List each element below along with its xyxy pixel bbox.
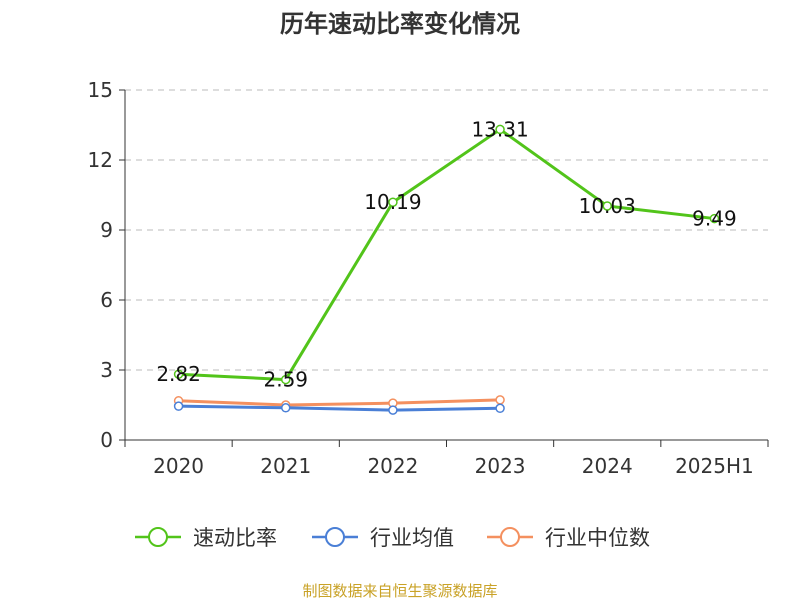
y-tick-label: 9 [100,218,113,242]
data-point [602,201,612,211]
x-axis: 2020 2021 2022 2023 2024 2025H1 [124,439,769,478]
data-label: 9.49 [692,207,737,231]
x-tick-label: 2020 [153,454,204,478]
legend: 速动比率 行业均值 行业中位数 [135,526,650,550]
grid-lines [125,89,768,371]
y-tick-label: 0 [100,428,113,452]
data-point [388,405,398,415]
series-line-1 [178,127,715,382]
data-point [281,403,291,413]
y-axis: 0 3 6 9 12 15 [88,78,126,452]
x-tick-label: 2022 [367,454,418,478]
source-note: 制图数据来自恒生聚源数据库 [302,582,497,600]
series-line-2 [178,404,501,412]
legend-label: 行业中位数 [545,526,650,550]
data-label: 10.03 [579,194,636,218]
y-tick-label: 6 [100,288,113,312]
y-tick-label: 3 [100,358,113,382]
legend-label: 速动比率 [193,526,277,550]
legend-marker [148,527,168,547]
legend-marker [325,527,345,547]
series-line-3 [178,398,501,407]
y-tick-label: 12 [88,148,113,172]
data-label: 10.19 [364,190,421,214]
data-label: 13.31 [471,117,528,141]
y-tick-label: 15 [88,78,113,102]
data-point [173,369,184,379]
data-label: 2.82 [156,362,201,386]
data-point [281,374,291,385]
data-label: 2.59 [263,368,308,392]
data-point [173,401,184,411]
data-point [388,197,398,207]
legend-marker [500,527,520,547]
data-point [495,395,505,405]
x-tick-label: 2024 [582,454,633,478]
data-point [495,124,505,135]
data-point [495,403,505,414]
legend-label: 行业均值 [370,526,454,550]
x-tick-label: 2023 [475,454,526,478]
data-labels: 2.82 2.59 10.19 13.31 10.03 9.49 [156,117,736,391]
data-point [709,213,720,224]
x-tick-label: 2021 [260,454,311,478]
chart-title: 历年速动比率变化情况 [280,10,520,38]
x-tick-label: 2025H1 [675,454,754,478]
series-group [173,124,720,415]
